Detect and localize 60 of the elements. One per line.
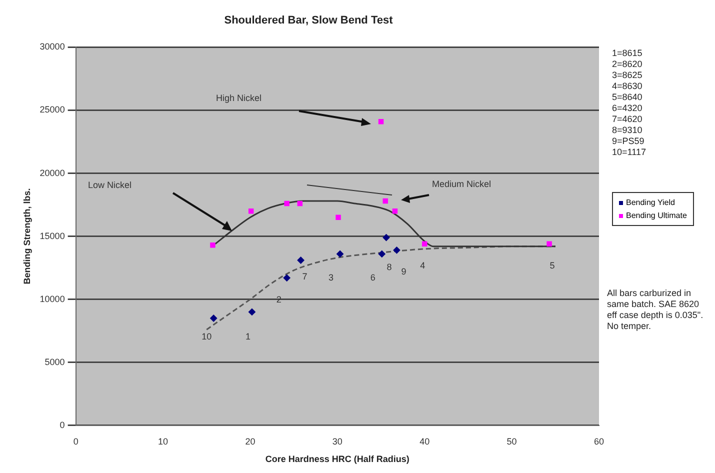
text: 5=8640 — [612, 92, 644, 103]
x-tick-label: 30 — [332, 436, 342, 446]
x-tick-label: 60 — [594, 436, 604, 446]
legend-label: Bending Yield — [625, 197, 676, 209]
annotation: 10 — [202, 332, 212, 342]
y-tick-label: 5000 — [44, 356, 65, 367]
point — [378, 118, 384, 124]
y-axis-title: Bending Strength, lbs. — [22, 188, 32, 284]
x-axis-title: Core Hardness HRC (Half Radius) — [265, 454, 410, 464]
point — [210, 242, 216, 248]
point — [392, 208, 398, 214]
text: 8=9310 — [612, 125, 644, 136]
annotation: 1 — [245, 331, 250, 342]
annotation: 4 — [420, 260, 426, 270]
y-tick-label: 30000 — [40, 42, 65, 52]
point — [210, 314, 218, 322]
point — [378, 250, 386, 258]
y-tick-label: 10000 — [40, 294, 65, 304]
point — [297, 256, 304, 264]
text: 10=1117 — [612, 147, 646, 158]
x-tick-label: 50 — [506, 436, 517, 446]
annotation: 6 — [370, 272, 376, 282]
x-tick-label: 20 — [245, 436, 256, 446]
annotation: Low Nickel — [88, 180, 132, 191]
x-tick-label: 40 — [420, 436, 430, 446]
x-tick-label: 10 — [158, 436, 168, 446]
point — [248, 308, 256, 316]
annotation: 3 — [328, 272, 334, 282]
point — [422, 241, 428, 246]
text: 1=8615 — [612, 48, 644, 59]
text: 2=8620 — [612, 59, 644, 70]
y-tick-label: 25000 — [40, 104, 65, 115]
annotation: 8 — [386, 262, 392, 272]
point — [336, 250, 344, 258]
legend-label: Bending Ultimate — [625, 210, 687, 222]
point — [336, 214, 341, 220]
text: 3=8625 — [612, 70, 644, 81]
point — [546, 241, 552, 246]
x-tick-label: 0 — [73, 436, 78, 446]
point — [248, 208, 254, 214]
text: 6=4320 — [612, 103, 644, 114]
annotation: High Nickel — [216, 93, 262, 104]
point — [393, 246, 400, 254]
annotation: 5 — [550, 260, 555, 270]
point — [284, 200, 290, 206]
y-tick-label: 20000 — [40, 168, 65, 178]
y-tick-label: 15000 — [40, 230, 65, 241]
text: 7=4620 — [612, 114, 644, 125]
chart-title: Shouldered Bar, Slow Bend Test — [224, 14, 394, 27]
annotation: 9 — [401, 266, 406, 277]
point — [382, 198, 388, 204]
annotation: 7 — [302, 272, 308, 282]
annotation: Medium Nickel — [432, 179, 492, 190]
text: 9=PS59 — [612, 136, 646, 147]
text: All bars carburized in same batch. SAE 8620 eff case depth is 0.035". No temper. — [607, 288, 704, 332]
text: 4=8630 — [612, 81, 644, 92]
point — [382, 234, 390, 242]
point — [283, 274, 290, 282]
y-tick-label: 0 — [60, 420, 65, 430]
point — [297, 200, 303, 206]
